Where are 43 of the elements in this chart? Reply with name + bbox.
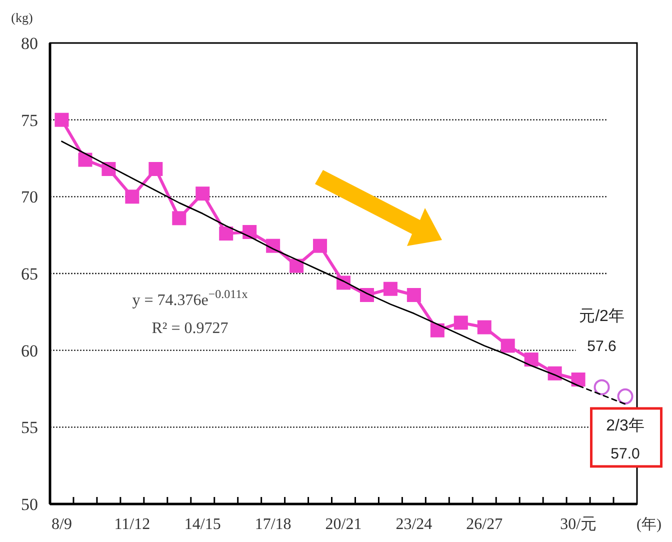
data-label: 57.0: [610, 445, 640, 462]
x-tick-label: 8/9: [52, 516, 72, 533]
point: [430, 323, 444, 338]
point: [242, 225, 257, 240]
point: [617, 388, 634, 404]
point: [500, 338, 515, 353]
point: [219, 226, 234, 241]
point: [594, 379, 610, 396]
point: [125, 190, 140, 204]
point: [290, 258, 304, 273]
annotation: 元/2年: [579, 308, 624, 326]
data-label: 57.6: [587, 338, 616, 356]
point: [571, 372, 586, 387]
point: [148, 162, 163, 176]
annotation: y = 74.376e$^{−0.011x}$: [132, 287, 248, 309]
point: [406, 288, 421, 302]
y-tick-label: 70: [21, 188, 38, 207]
y-tick-label: 55: [21, 418, 38, 438]
point: [477, 320, 492, 334]
x-axis-title: (年): [636, 516, 662, 533]
x-tick-label: 11/12: [114, 516, 150, 533]
y-tick-label: 80: [21, 34, 38, 53]
point: [78, 152, 92, 167]
y-axis-title: (kg): [11, 10, 33, 25]
annotation: R² = 0.9727: [152, 320, 228, 337]
x-tick-label: 23/24: [396, 516, 432, 533]
annotation: 2/3年: [606, 417, 644, 434]
y-tick-label: 75: [21, 110, 38, 130]
x-tick-label: 30/元: [560, 516, 597, 533]
x-tick-label: 17/18: [254, 516, 292, 533]
y-tick-label: 50: [21, 495, 38, 514]
point: [313, 238, 328, 253]
y-tick-label: 65: [21, 264, 38, 284]
point: [196, 186, 210, 201]
point: [54, 112, 69, 127]
point: [454, 316, 468, 330]
point: [172, 211, 186, 226]
x-tick-label: 26/27: [466, 516, 503, 533]
x-tick-label: 14/15: [184, 516, 221, 533]
y-tick-label: 60: [21, 341, 38, 360]
x-tick-label: 20/21: [325, 516, 362, 533]
point: [383, 282, 398, 296]
point: [524, 352, 538, 367]
